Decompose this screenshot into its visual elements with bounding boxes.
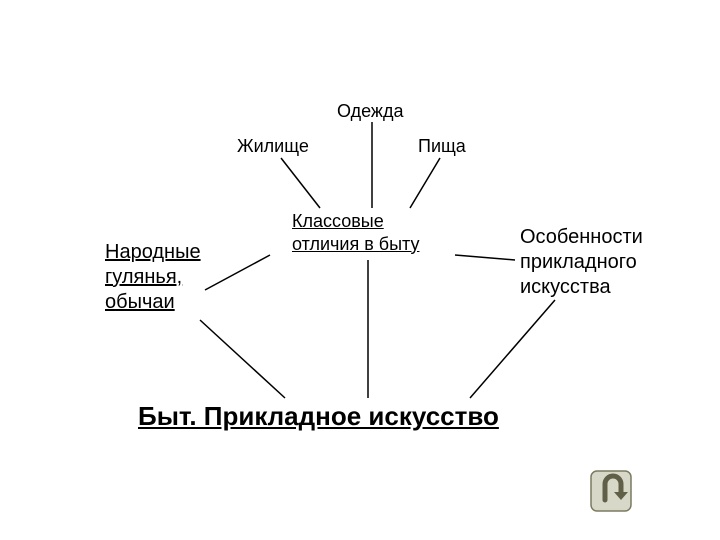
label-zhilishche: Жилище bbox=[237, 135, 309, 158]
label-narodnye: Народные гулянья, обычаи bbox=[105, 240, 201, 315]
label-pishcha: Пища bbox=[418, 135, 466, 158]
diagram-stage: Одежда Жилище Пища Классовые отличия в б… bbox=[0, 0, 720, 540]
label-byt-title: Быт. Прикладное искусство bbox=[138, 400, 499, 433]
label-osobennosti: Особенности прикладного искусства bbox=[520, 225, 643, 300]
label-klassovye: Классовые отличия в быту bbox=[292, 210, 419, 255]
label-odezhda: Одежда bbox=[337, 100, 403, 123]
back-arrow-icon[interactable] bbox=[590, 470, 632, 512]
